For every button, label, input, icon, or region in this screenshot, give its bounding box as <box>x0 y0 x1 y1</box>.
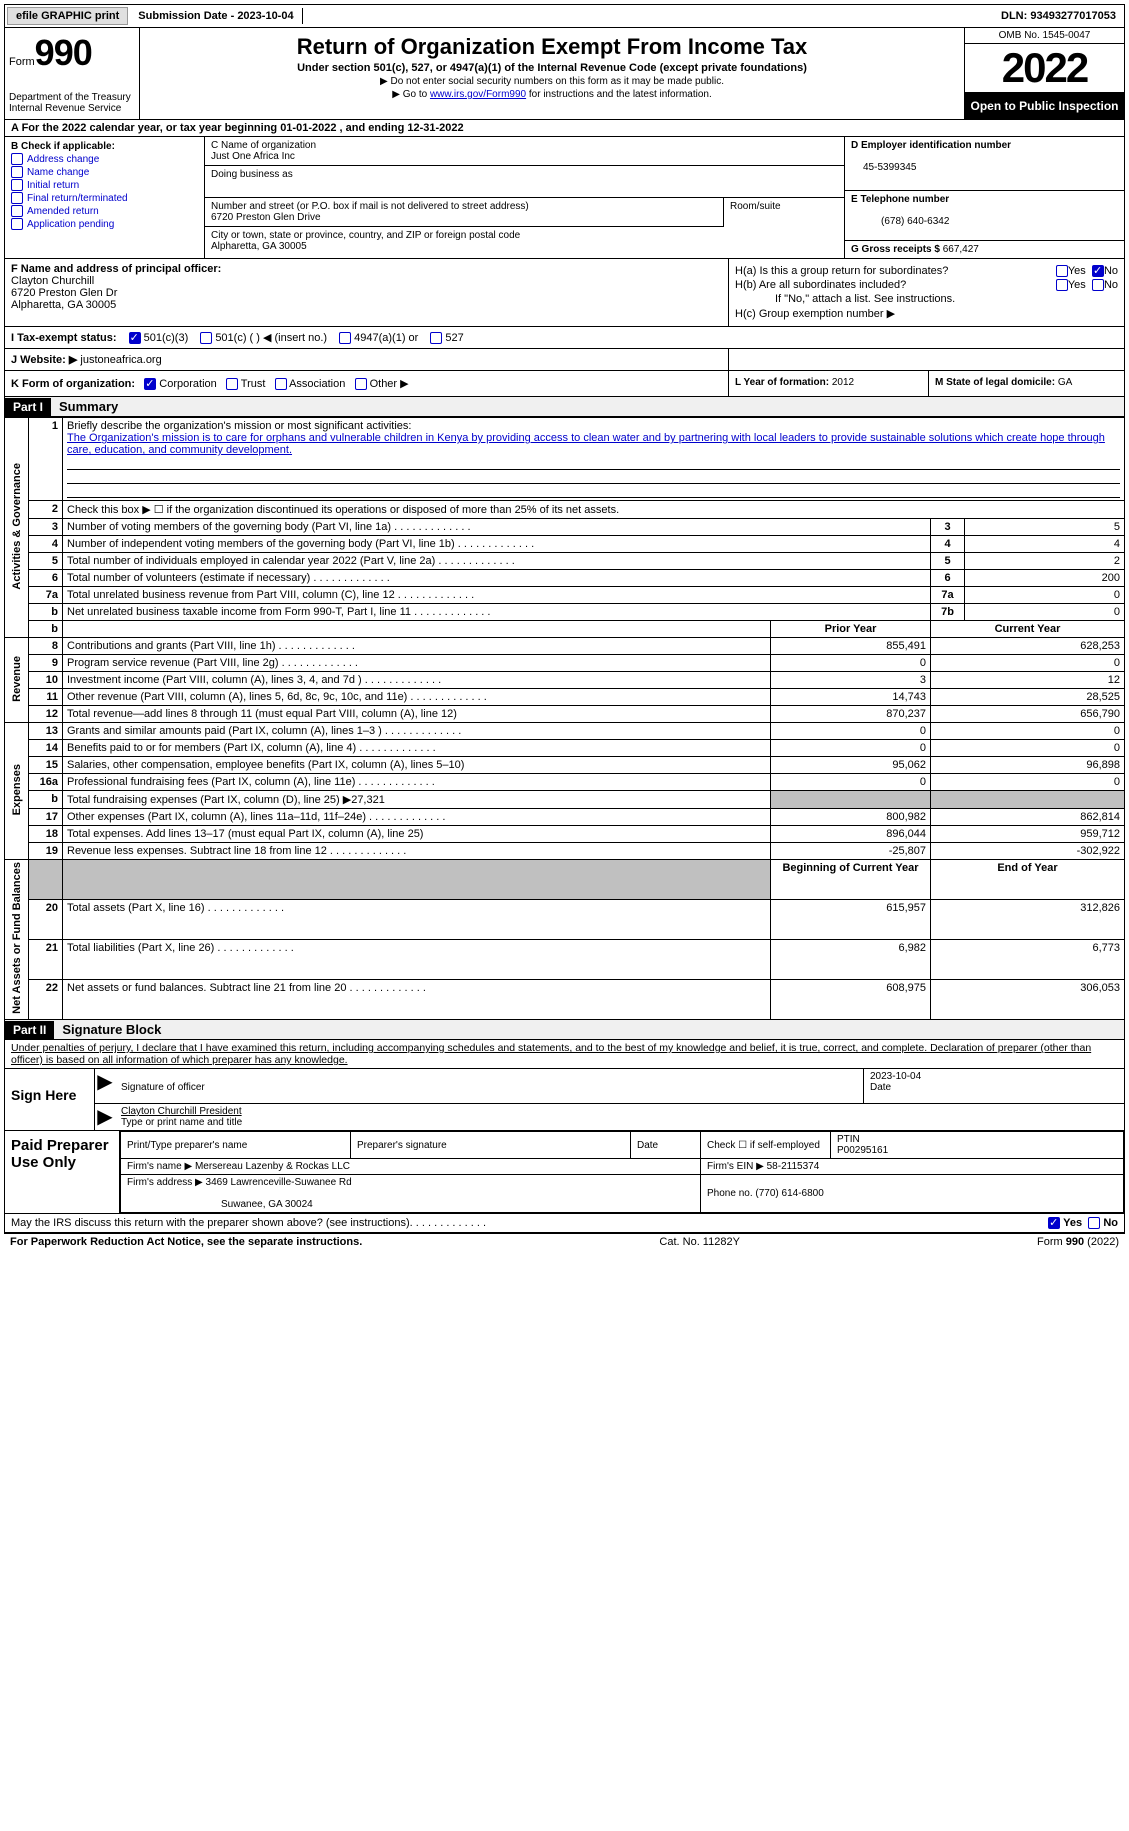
checkbox-corp[interactable] <box>144 378 156 390</box>
checkbox-hb-no[interactable] <box>1092 279 1104 291</box>
telephone: (678) 640-6342 <box>851 216 949 227</box>
irs-discuss-row: May the IRS discuss this return with the… <box>4 1214 1125 1233</box>
checkbox-assoc[interactable] <box>275 378 287 390</box>
dept-label: Department of the Treasury Internal Reve… <box>9 92 135 114</box>
city-state-zip: Alpharetta, GA 30005 <box>211 241 307 252</box>
section-l: L Year of formation: 2012 <box>729 371 929 396</box>
tab-governance: Activities & Governance <box>11 463 23 590</box>
checkbox-4947[interactable] <box>339 332 351 344</box>
sign-here-block: Sign Here ▶ Signature of officer 2023-10… <box>4 1068 1125 1131</box>
org-name: Just One Africa Inc <box>211 151 295 162</box>
gross-receipts: 667,427 <box>943 244 979 255</box>
part-2-header: Part IISignature Block <box>4 1020 1125 1040</box>
efile-print-button[interactable]: efile GRAPHIC print <box>7 7 128 25</box>
mission-text: The Organization's mission is to care fo… <box>67 432 1105 456</box>
room-suite: Room/suite <box>724 198 844 227</box>
checkbox-discuss-no[interactable] <box>1088 1217 1100 1229</box>
checkbox-other[interactable] <box>355 378 367 390</box>
page-footer: For Paperwork Reduction Act Notice, see … <box>4 1233 1125 1250</box>
checkbox-ha-yes[interactable] <box>1056 265 1068 277</box>
checkbox-name-change[interactable] <box>11 166 23 178</box>
checkbox-501c3[interactable] <box>129 332 141 344</box>
ein: 45-5399345 <box>851 162 916 173</box>
checkbox-501c[interactable] <box>200 332 212 344</box>
checkbox-address-change[interactable] <box>11 153 23 165</box>
tab-revenue: Revenue <box>11 656 23 702</box>
summary-table: Activities & Governance 1 Briefly descri… <box>4 417 1125 1020</box>
section-j: J Website: ▶ justoneafrica.org <box>5 349 729 370</box>
checkbox-discuss-yes[interactable] <box>1048 1217 1060 1229</box>
section-h: H(a) Is this a group return for subordin… <box>729 259 1124 326</box>
firm-ein: 58-2115374 <box>767 1161 820 1172</box>
instructions-note: ▶ Go to www.irs.gov/Form990 for instruct… <box>148 89 956 100</box>
website: justoneafrica.org <box>80 354 161 366</box>
submission-date: Submission Date - 2023-10-04 <box>130 8 302 24</box>
checkbox-527[interactable] <box>430 332 442 344</box>
form-header: Form990 Department of the Treasury Inter… <box>4 28 1125 120</box>
firm-addr1: 3469 Lawrenceville-Suwanee Rd <box>206 1177 352 1188</box>
checkbox-hb-yes[interactable] <box>1056 279 1068 291</box>
checkbox-final-return[interactable] <box>11 192 23 204</box>
checkbox-initial-return[interactable] <box>11 179 23 191</box>
paid-preparer-block: Paid Preparer Use Only Print/Type prepar… <box>4 1131 1125 1214</box>
omb-number: OMB No. 1545-0047 <box>965 28 1124 44</box>
checkbox-trust[interactable] <box>226 378 238 390</box>
checkbox-amended[interactable] <box>11 205 23 217</box>
section-f: F Name and address of principal officer:… <box>5 259 729 326</box>
checkbox-pending[interactable] <box>11 218 23 230</box>
top-bar: efile GRAPHIC print Submission Date - 20… <box>4 4 1125 28</box>
checkbox-ha-no[interactable] <box>1092 265 1104 277</box>
firm-name: Mersereau Lazenby & Rockas LLC <box>195 1161 350 1172</box>
dln-number: DLN: 93493277017053 <box>993 8 1124 24</box>
officer-sig-name: Clayton Churchill President <box>121 1106 242 1117</box>
ptin: P00295161 <box>837 1145 888 1156</box>
tab-net-assets: Net Assets or Fund Balances <box>11 862 23 1014</box>
irs-link[interactable]: www.irs.gov/Form990 <box>430 89 526 100</box>
open-to-public: Open to Public Inspection <box>965 93 1124 119</box>
form-number: Form990 <box>9 32 135 74</box>
tab-expenses: Expenses <box>11 764 23 815</box>
officer-name: Clayton Churchill <box>11 275 94 287</box>
tax-year: 2022 <box>965 44 1124 93</box>
sig-date: 2023-10-04 <box>870 1071 921 1082</box>
form-title: Return of Organization Exempt From Incom… <box>148 34 956 60</box>
firm-addr2: Suwanee, GA 30024 <box>127 1199 313 1210</box>
form-subtitle: Under section 501(c), 527, or 4947(a)(1)… <box>148 62 956 74</box>
street-address: 6720 Preston Glen Drive <box>211 212 321 223</box>
firm-phone: (770) 614-6800 <box>755 1188 823 1199</box>
ssn-note: ▶ Do not enter social security numbers o… <box>148 76 956 87</box>
section-i: I Tax-exempt status: 501(c)(3) 501(c) ( … <box>4 327 1125 349</box>
part-1-header: Part ISummary <box>4 397 1125 417</box>
line-a: A For the 2022 calendar year, or tax yea… <box>4 120 1125 137</box>
section-b: B Check if applicable: Address change Na… <box>5 137 205 258</box>
section-d: D Employer identification number45-53993… <box>844 137 1124 258</box>
section-c: C Name of organizationJust One Africa In… <box>205 137 844 258</box>
signature-intro: Under penalties of perjury, I declare th… <box>4 1040 1125 1068</box>
section-m: M State of legal domicile: GA <box>929 371 1124 396</box>
section-k: K Form of organization: Corporation Trus… <box>5 371 729 396</box>
